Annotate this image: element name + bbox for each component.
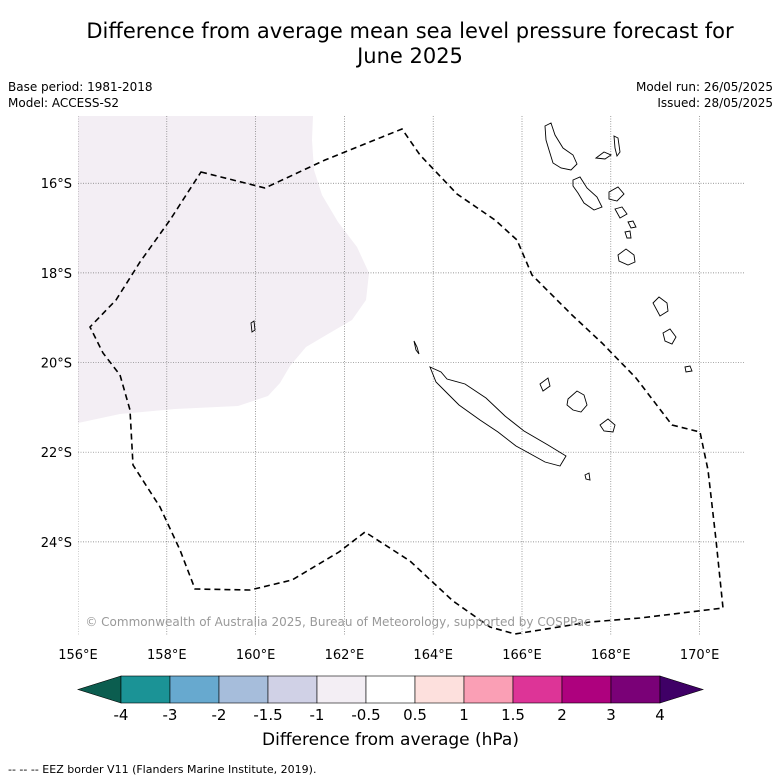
island-new-caledonia xyxy=(429,366,567,467)
meta-right: Model run: 26/05/2025 Issued: 28/05/2025 xyxy=(636,79,773,111)
island-erromango xyxy=(617,248,636,266)
eez-border xyxy=(89,128,724,635)
title-line-2: June 2025 xyxy=(357,44,463,68)
colorbar-tick-label: 3 xyxy=(606,706,616,724)
colorbar-tick-label: -3 xyxy=(163,706,178,724)
lat-tick-label: 22°S xyxy=(41,446,72,461)
island-pentecost xyxy=(608,186,625,202)
island-futuna xyxy=(684,365,693,373)
island-erromango-north xyxy=(624,230,632,239)
colorbar: -4 -3 -2 -1.5 -1 -0.5 0.5 1 1.5 2 3 4 xyxy=(76,675,705,724)
colorbar-bin xyxy=(610,675,661,704)
colorbar-tick-label: -1 xyxy=(310,706,325,724)
island-espiritu-santo xyxy=(544,122,578,171)
colorbar-bin xyxy=(463,675,514,704)
base-period: Base period: 1981-2018 xyxy=(8,80,153,94)
colorbar-bin xyxy=(365,675,416,704)
colorbar-tick-label: -2 xyxy=(212,706,227,724)
colorbar-tick-label: -0.5 xyxy=(351,706,380,724)
colorbar-bin xyxy=(218,675,269,704)
lat-tick-label: 20°S xyxy=(41,357,72,372)
island-mare xyxy=(599,418,616,433)
colorbar-bin xyxy=(316,675,367,704)
colorbar-tick-label: 4 xyxy=(655,706,665,724)
colorbar-tick-label: 2 xyxy=(557,706,567,724)
lat-tick-label: 16°S xyxy=(41,177,72,192)
lat-tick-label: 18°S xyxy=(41,267,72,282)
island-belep xyxy=(413,340,420,355)
colorbar-tick-label: 1.5 xyxy=(501,706,525,724)
lat-tick-label: 24°S xyxy=(41,536,72,551)
eez-footnote: -- -- -- EEZ border V11 (Flanders Marine… xyxy=(8,763,317,776)
island-maewo xyxy=(613,135,621,158)
island-malekula xyxy=(572,176,603,211)
anomaly-region xyxy=(78,116,369,423)
island-walpole xyxy=(584,472,591,481)
map-title: Difference from average mean sea level p… xyxy=(40,19,780,69)
island-ouvea xyxy=(539,377,551,392)
meta-left: Base period: 1981-2018 Model: ACCESS-S2 xyxy=(8,79,153,111)
lon-tick-label: 162°E xyxy=(325,648,365,663)
map-area xyxy=(78,116,744,636)
title-line-1: Difference from average mean sea level p… xyxy=(86,19,734,43)
island-lifou xyxy=(566,390,588,413)
lon-tick-label: 164°E xyxy=(413,648,453,663)
lon-tick-label: 156°E xyxy=(58,648,98,663)
island-efate xyxy=(614,206,628,219)
colorbar-bin xyxy=(169,675,220,704)
island-shepherd xyxy=(627,220,637,229)
model-run: Model run: 26/05/2025 xyxy=(635,80,773,94)
island-tanna xyxy=(652,296,669,317)
lon-tick-label: 166°E xyxy=(502,648,542,663)
model-name: Model: ACCESS-S2 xyxy=(8,96,120,110)
colorbar-bin xyxy=(120,675,171,704)
lon-tick-label: 160°E xyxy=(236,648,276,663)
lon-tick-label: 158°E xyxy=(147,648,187,663)
issued-date: Issued: 28/05/2025 xyxy=(657,96,773,110)
colorbar-title: Difference from average (hPa) xyxy=(262,730,519,750)
island-bellona xyxy=(250,320,256,333)
colorbar-bin xyxy=(267,675,318,704)
colorbar-tick-label: 0.5 xyxy=(403,706,427,724)
gridlines xyxy=(78,116,744,636)
colorbar-low-extend xyxy=(76,675,122,704)
colorbar-bin xyxy=(561,675,612,704)
lon-tick-label: 168°E xyxy=(591,648,631,663)
copyright-notice: © Commonwealth of Australia 2025, Bureau… xyxy=(85,615,590,629)
x-tick-labels: 156°E 158°E 160°E 162°E 164°E 166°E 168°E 170°E xyxy=(58,648,719,663)
colorbar-bin xyxy=(512,675,563,704)
colorbar-high-extend xyxy=(659,675,705,704)
lon-tick-label: 170°E xyxy=(680,648,720,663)
island-ambae xyxy=(594,151,612,160)
colorbar-tick-label: -1.5 xyxy=(253,706,282,724)
island-aneityum xyxy=(662,328,677,345)
coastlines xyxy=(250,122,693,481)
colorbar-tick-label: -4 xyxy=(114,706,129,724)
y-tick-labels: 16°S 18°S 20°S 22°S 24°S xyxy=(41,177,72,551)
colorbar-bin xyxy=(414,675,465,704)
colorbar-tick-label: 1 xyxy=(459,706,469,724)
